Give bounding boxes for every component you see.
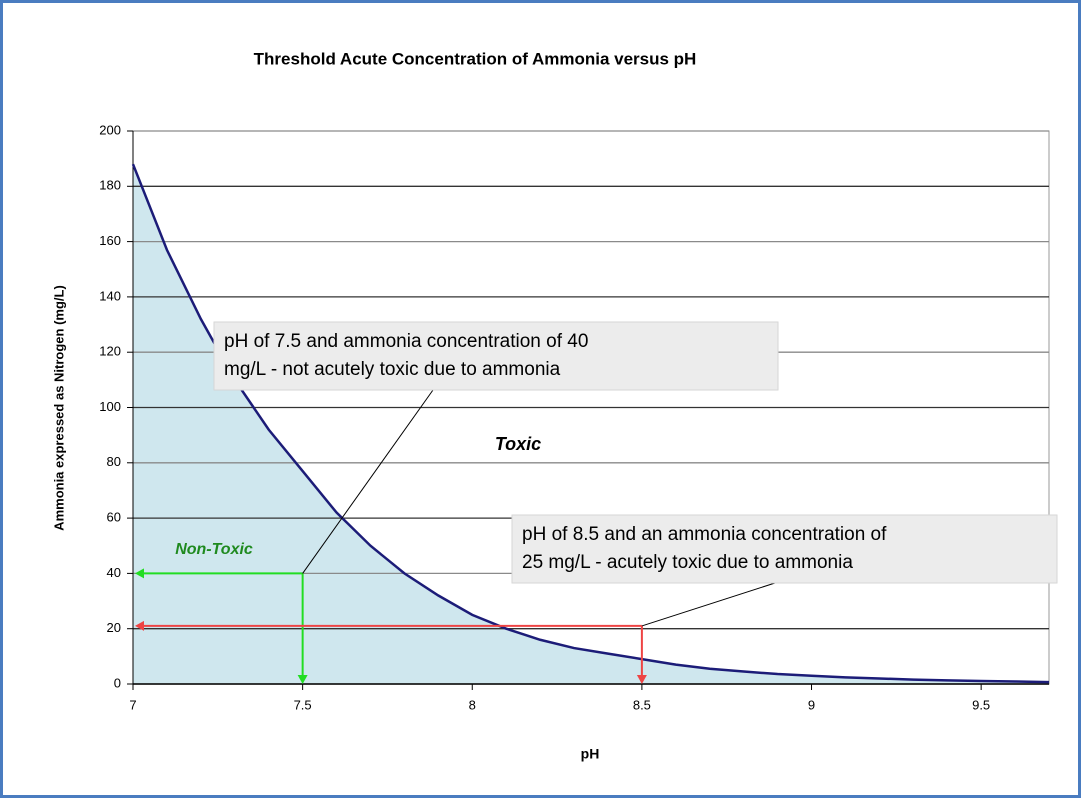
x-tick-label: 8.5	[633, 697, 651, 712]
y-tick-label: 160	[99, 233, 121, 248]
y-tick-label: 80	[107, 454, 121, 469]
x-tick-label: 9	[808, 697, 815, 712]
arrowhead	[135, 568, 144, 579]
area	[133, 164, 1049, 684]
y-tick-label: 100	[99, 399, 121, 414]
x-tick-label: 9.5	[972, 697, 990, 712]
curve	[131, 163, 1050, 684]
y-tick-label: 0	[114, 675, 121, 690]
y-tick-label: 60	[107, 510, 121, 525]
arrowhead	[297, 675, 308, 684]
callout-text: mg/L - not acutely toxic due to ammonia	[224, 359, 561, 380]
callout-line	[302, 389, 434, 574]
y-tick-label: 140	[99, 288, 121, 303]
chart-title: Threshold Acute Concentration of Ammonia…	[254, 49, 697, 68]
y-axis-label: Ammonia expressed as Nitrogen (mg/L)	[51, 285, 66, 531]
x-tick-label: 7.5	[294, 697, 312, 712]
callout-line	[641, 582, 776, 627]
arrowhead	[135, 620, 144, 631]
y-tick-label: 120	[99, 344, 121, 359]
callout-text: 25 mg/L - acutely toxic due to ammonia	[522, 552, 853, 573]
region-label: Toxic	[495, 434, 541, 454]
y-tick-label: 40	[107, 565, 121, 580]
callout-text: pH of 8.5 and an ammonia concentration o…	[522, 524, 887, 545]
y-tick-label: 200	[99, 122, 121, 137]
y-tick-label: 180	[99, 178, 121, 193]
callout-box	[511, 514, 1058, 584]
x-tick-label: 8	[469, 697, 476, 712]
callout-box	[213, 321, 779, 391]
callout-text: pH of 7.5 and ammonia concentration of 4…	[224, 331, 588, 352]
x-axis-label: pH	[581, 746, 600, 762]
region-label: Non-Toxic	[175, 541, 253, 558]
arrowhead	[636, 675, 647, 684]
y-tick-label: 20	[107, 620, 121, 635]
x-tick-label: 7	[129, 697, 136, 712]
